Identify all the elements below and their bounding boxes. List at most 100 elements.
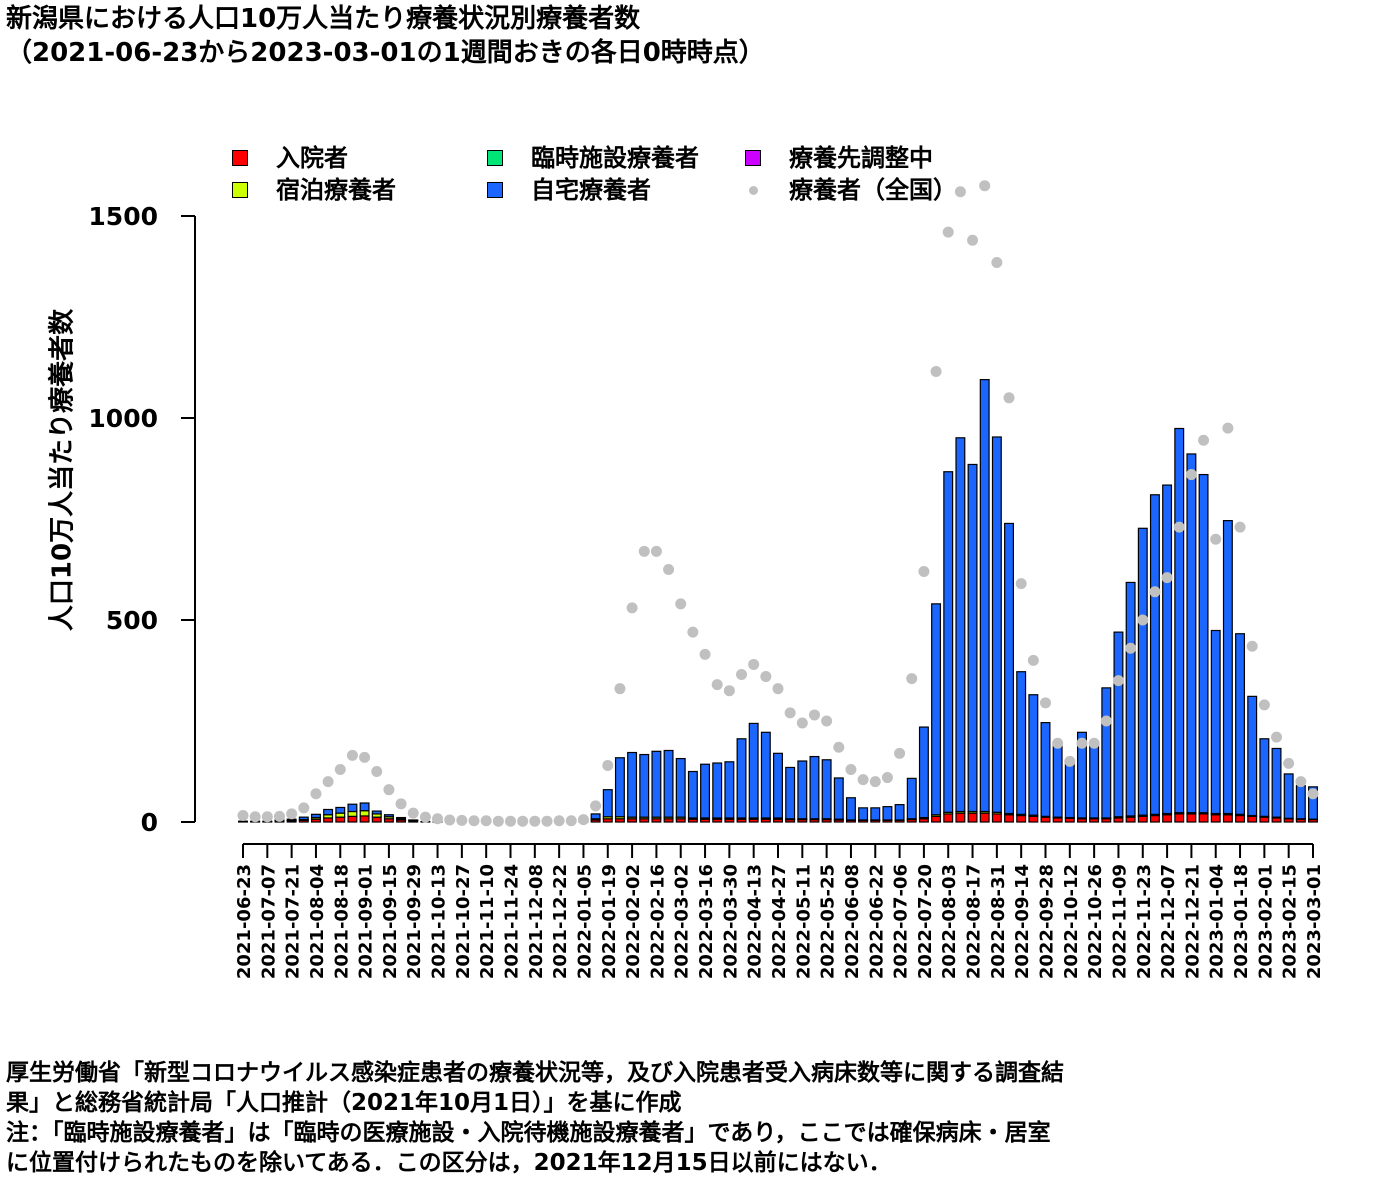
- bar-segment-series-4: [1052, 744, 1063, 818]
- bar-segment-series-0: [955, 812, 966, 823]
- bar-segment-series-0: [359, 815, 370, 823]
- national-point: [699, 648, 711, 660]
- y-tick-label: 0: [141, 808, 158, 837]
- national-point: [529, 815, 541, 827]
- bar-segment-series-0: [1259, 816, 1270, 823]
- bar-segment-series-0: [1186, 813, 1197, 823]
- bar-segment-series-0: [967, 812, 978, 823]
- bar-segment-series-4: [785, 766, 796, 820]
- national-point: [480, 815, 492, 827]
- national-point: [638, 545, 650, 557]
- national-point: [261, 811, 273, 823]
- national-point: [359, 751, 371, 763]
- bar-segment-series-4: [1076, 731, 1087, 819]
- title-line-2: （2021-06-23から2023-03-01の1週間おきの各日0時時点）: [6, 38, 765, 68]
- national-point: [553, 815, 565, 827]
- bar-segment-series-4: [700, 763, 711, 819]
- legend-swatch-temporary-facility: [487, 150, 503, 166]
- x-tick-label: 2022-07-06: [891, 864, 912, 979]
- national-point: [468, 815, 480, 827]
- national-point: [1040, 697, 1051, 709]
- y-tick-label: 500: [106, 606, 158, 635]
- x-tick-label: 2022-08-03: [939, 864, 960, 979]
- x-tick-label: 2022-11-09: [1109, 864, 1130, 979]
- national-point: [942, 226, 954, 238]
- bar-segment-series-3: [347, 810, 358, 817]
- bar-segment-series-0: [931, 815, 942, 823]
- national-point: [505, 815, 516, 827]
- bar-segment-series-4: [1259, 738, 1270, 817]
- bar-segment-series-0: [1004, 814, 1015, 823]
- national-point: [894, 747, 906, 759]
- x-tick-label: 2022-02-02: [623, 864, 644, 979]
- national-point: [650, 545, 662, 557]
- bar-segment-series-4: [797, 760, 808, 820]
- national-point: [991, 256, 1003, 268]
- x-tick-label: 2022-07-20: [915, 864, 936, 979]
- national-point: [1052, 737, 1064, 749]
- x-tick-label: 2021-10-13: [429, 864, 450, 979]
- bar-segment-series-4: [298, 816, 309, 821]
- bar-segment-series-4: [918, 726, 929, 819]
- bar-segment-series-4: [1089, 742, 1100, 819]
- note-line-3: 注：「臨時施設療養者」は「臨時の医療施設・入院待機施設療養者」であり，ここでは確…: [6, 1120, 1051, 1146]
- national-point: [1076, 737, 1088, 749]
- national-point: [784, 707, 796, 719]
- bar-segment-series-4: [845, 797, 856, 821]
- bar-segment-series-4: [396, 816, 407, 820]
- x-tick-label: 2022-10-12: [1061, 864, 1082, 979]
- national-point: [565, 815, 577, 827]
- x-tick-label: 2021-09-29: [404, 864, 425, 979]
- bar-segment-series-4: [967, 463, 978, 813]
- bar-segment-series-4: [1271, 747, 1282, 818]
- national-point: [906, 673, 918, 685]
- national-point: [419, 811, 431, 823]
- bar-segment-series-4: [833, 777, 844, 820]
- national-point: [1234, 521, 1246, 533]
- bar-segment-series-4: [991, 436, 1002, 813]
- national-point: [602, 759, 614, 771]
- note-line-4: に位置付けられたものを除いてある．この区分は，2021年12月15日以前にはない…: [6, 1150, 892, 1176]
- national-point: [407, 807, 419, 819]
- national-point: [371, 766, 383, 777]
- bar-segment-series-4: [979, 379, 990, 813]
- national-point: [492, 815, 504, 827]
- national-point: [687, 626, 699, 638]
- bar-segment-series-4: [1210, 629, 1221, 815]
- legend-label-national: 療養者（全国）: [789, 176, 957, 204]
- y-tick-label: 1500: [88, 202, 158, 231]
- legend-label-adjusting: 療養先調整中: [789, 144, 933, 172]
- bar-segment-series-4: [760, 731, 771, 819]
- x-tick-label: 2022-03-02: [672, 864, 693, 979]
- bar-segment-series-4: [359, 802, 370, 812]
- bar-segment-series-4: [736, 738, 747, 819]
- x-tick-label: 2022-05-25: [818, 864, 839, 979]
- x-tick-label: 2022-09-28: [1037, 864, 1058, 979]
- bar-segment-series-4: [1235, 633, 1246, 815]
- bar-segment-series-0: [1271, 817, 1282, 823]
- bar-segment-series-0: [1210, 814, 1221, 823]
- legend-swatch-home: [487, 182, 503, 198]
- bar-segment-series-4: [1295, 785, 1306, 820]
- national-point: [869, 776, 881, 788]
- national-point: [1271, 731, 1283, 743]
- bar-segment-series-4: [323, 808, 334, 816]
- national-point: [1088, 737, 1100, 749]
- bar-segment-series-4: [335, 806, 346, 814]
- bar-segment-series-4: [1222, 520, 1233, 815]
- x-tick-label: 2021-11-24: [502, 864, 523, 979]
- bar-segment-series-0: [323, 817, 334, 823]
- bar-segment-series-0: [347, 815, 358, 823]
- national-point: [881, 772, 893, 784]
- national-point: [614, 683, 626, 695]
- national-point: [1222, 422, 1234, 434]
- bar-segment-series-4: [675, 757, 686, 818]
- x-tick-label: 2021-06-23: [234, 864, 255, 979]
- national-point: [1125, 642, 1137, 654]
- national-point: [663, 564, 675, 575]
- bar-segment-series-4: [1198, 473, 1209, 814]
- note-line-1: 厚生労働省「新型コロナウイルス感染症患者の療養状況等，及び入院患者受入病床数等に…: [6, 1060, 1064, 1086]
- national-point: [967, 234, 979, 246]
- national-point: [395, 798, 407, 810]
- x-tick-label: 2022-12-07: [1158, 864, 1179, 979]
